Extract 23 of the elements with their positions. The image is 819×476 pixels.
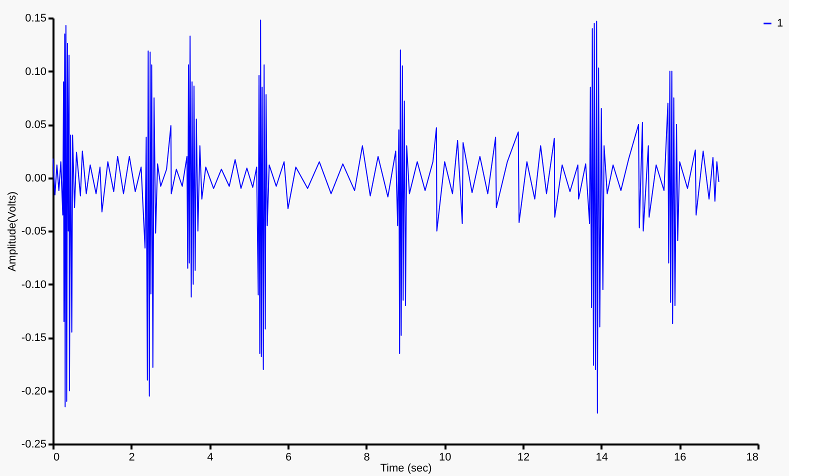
y-tick-label: 0.10 <box>25 66 46 78</box>
y-tick-label: -0.25 <box>21 438 46 450</box>
x-tick-label: 18 <box>746 452 758 464</box>
x-tick-label: 0 <box>54 452 60 464</box>
x-tick-label: 16 <box>674 452 686 464</box>
y-tick-label: -0.05 <box>21 226 46 238</box>
y-tick-label: 0.05 <box>25 119 46 131</box>
x-tick-label: 10 <box>439 452 452 464</box>
y-tick-label: -0.10 <box>21 278 46 291</box>
y-tick-label: -0.20 <box>21 385 46 398</box>
x-tick-label: 14 <box>596 452 608 464</box>
y-tick-label: -0.15 <box>21 332 46 344</box>
y-tick-label: 0.15 <box>25 12 46 24</box>
x-tick-label: 2 <box>128 452 135 464</box>
x-tick-label: 12 <box>517 452 530 464</box>
legend-label: 1 <box>777 18 784 30</box>
y-axis-title: Amplitude(Volts) <box>6 191 18 272</box>
x-tick-label: 6 <box>285 452 292 464</box>
y-tick-label: 0.00 <box>25 172 46 184</box>
x-tick-label: 8 <box>364 452 370 464</box>
x-axis-title: Time (sec) <box>380 462 432 474</box>
line-series <box>52 20 720 414</box>
x-tick-label: 4 <box>207 452 214 464</box>
